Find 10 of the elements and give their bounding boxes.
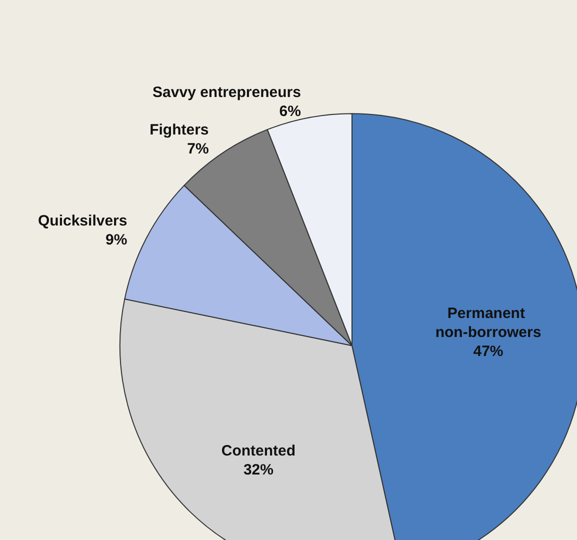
data-label: 32% (243, 461, 274, 478)
slice-label: Fighters (150, 122, 209, 139)
data-label: 9% (106, 232, 128, 249)
data-label: 47% (473, 343, 504, 360)
slice-label: Contented (221, 442, 296, 460)
data-label: 7% (187, 140, 209, 158)
data-label: 6% (279, 102, 301, 120)
slice-label: Permanent non-borrowers (435, 305, 542, 342)
slice-label: Quicksilvers (38, 212, 128, 230)
slice-label: Savvy entrepreneurs (152, 84, 301, 101)
